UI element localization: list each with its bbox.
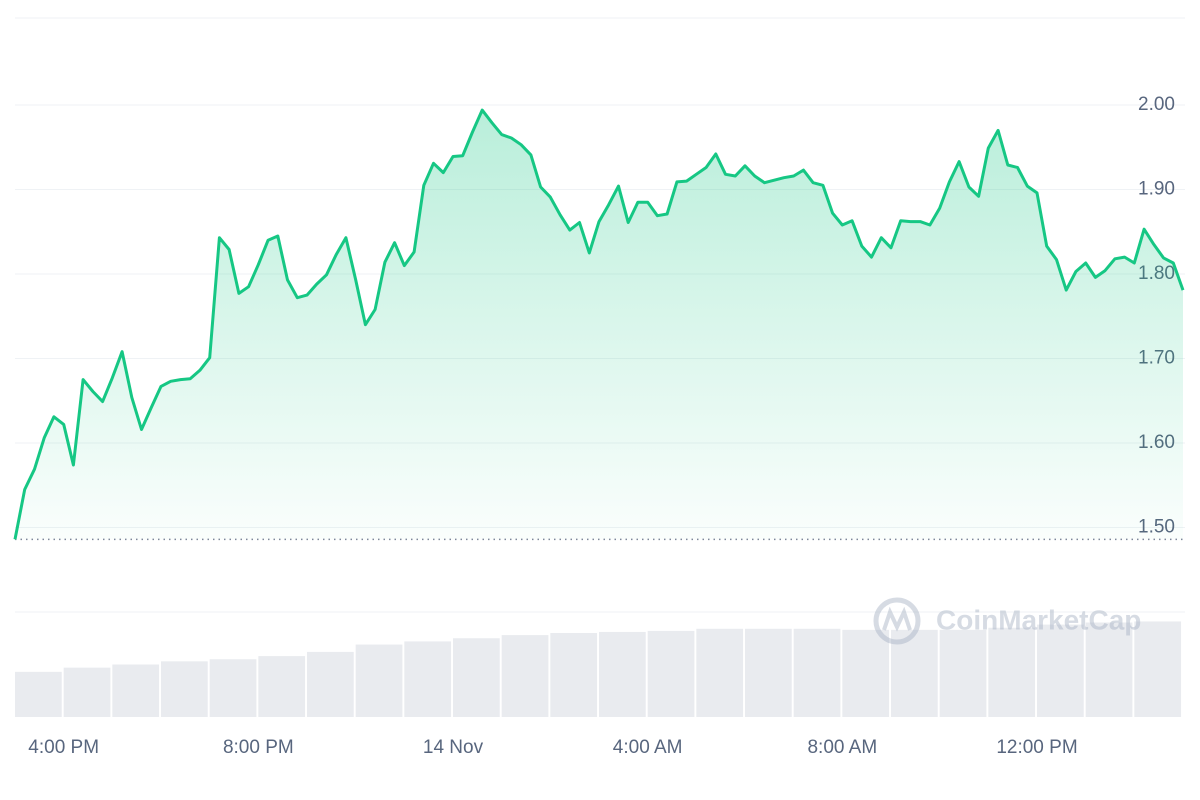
volume-bar [842, 629, 890, 717]
volume-bar [404, 641, 452, 717]
volume-bar [939, 629, 987, 717]
volume-bar [745, 628, 792, 717]
volume-bar [161, 661, 208, 717]
volume-bar [63, 667, 111, 717]
volume-bar [599, 631, 646, 717]
volume-bar [15, 671, 62, 717]
volume-bar [1134, 621, 1182, 717]
x-tick-label: 8:00 AM [807, 737, 877, 758]
volume-bar [307, 651, 354, 717]
volume-bar [209, 659, 257, 717]
volume-bar [1085, 622, 1133, 717]
watermark-logo [873, 597, 921, 645]
volume-bar [550, 633, 598, 717]
volume-bar [1037, 624, 1084, 717]
y-tick-label: 1.90 [1138, 179, 1175, 200]
x-tick-label: 4:00 PM [28, 737, 99, 758]
x-tick-label: 12:00 PM [996, 737, 1077, 758]
volume-bar [891, 629, 938, 717]
volume-bar [258, 656, 306, 717]
volume-bar [453, 638, 500, 717]
volume-bar [696, 628, 744, 717]
watermark-text: CoinMarketCap [936, 604, 1141, 635]
volume-bar [793, 628, 841, 717]
watermark-logo-mark [882, 606, 912, 632]
volume-bar [988, 627, 1036, 717]
price-area [15, 110, 1183, 540]
watermark: CoinMarketCap [873, 597, 1141, 645]
x-tick-label: 4:00 AM [613, 737, 683, 758]
volume-bar [647, 630, 695, 717]
price-line [13, 108, 1185, 540]
volume-bar [501, 635, 549, 717]
x-tick-label: 8:00 PM [223, 737, 294, 758]
volume-bar [355, 644, 403, 717]
y-tick-label: 2.00 [1138, 94, 1175, 115]
volume-bar [112, 664, 160, 717]
x-tick-label: 14 Nov [423, 737, 484, 758]
